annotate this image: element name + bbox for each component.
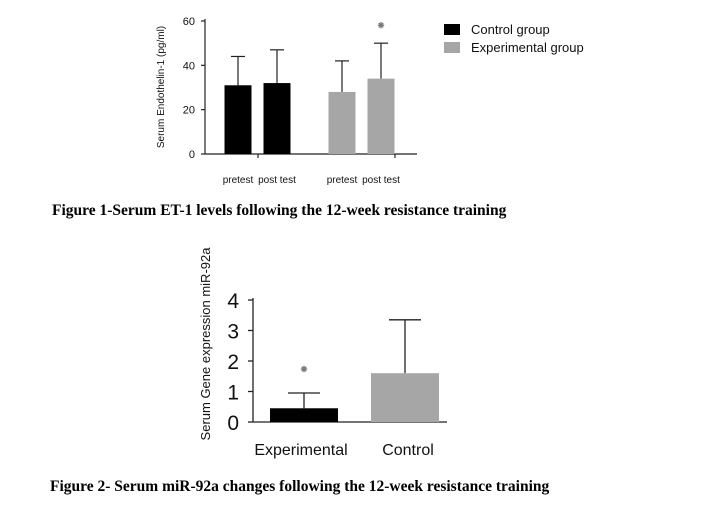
bar xyxy=(263,83,291,154)
significance-marker xyxy=(377,21,385,29)
chart-et1: 0 20 40 60 pretest post test pretest post test… xyxy=(156,16,584,186)
x-tick-label: post test xyxy=(258,175,296,186)
legend: Control group Experimental group xyxy=(444,22,584,55)
x-tick-label: pretest xyxy=(327,175,358,186)
y-tick-label: 4 xyxy=(227,290,239,313)
bars xyxy=(224,21,395,154)
y-axis: 0 1 2 3 4 xyxy=(227,290,254,435)
y-axis: 0 20 40 60 xyxy=(183,16,206,161)
bars xyxy=(270,319,439,422)
x-axis: pretest post test pretest post test xyxy=(205,153,417,186)
y-tick-label: 1 xyxy=(227,382,239,405)
y-axis-label: Serum Endothelin-1 (pg/ml) xyxy=(156,26,167,148)
y-tick-label: 20 xyxy=(183,105,195,117)
bar xyxy=(367,78,395,154)
x-tick-label: post test xyxy=(362,175,400,186)
bar xyxy=(371,373,439,422)
bar xyxy=(224,85,252,154)
bar xyxy=(270,408,338,422)
significance-marker-core xyxy=(379,23,383,27)
y-tick-label: 0 xyxy=(227,412,239,435)
y-tick-label: 40 xyxy=(183,60,195,72)
y-tick-label: 0 xyxy=(189,149,195,161)
legend-label: Experimental group xyxy=(471,40,584,55)
y-axis-label: Serum Gene expression miR-92a xyxy=(198,247,213,441)
legend-label: Control group xyxy=(471,22,550,37)
y-tick-label: 60 xyxy=(183,16,195,28)
legend-swatch xyxy=(444,42,460,53)
x-axis: Experimental Control xyxy=(253,421,447,459)
x-tick-label: Control xyxy=(382,442,434,459)
significance-marker-core xyxy=(302,367,306,371)
y-tick-label: 3 xyxy=(227,321,239,344)
x-tick-label: pretest xyxy=(223,175,254,186)
significance-marker xyxy=(300,365,308,373)
figure-2-caption: Figure 2- Serum miR-92a changes followin… xyxy=(50,478,550,495)
chart-mir92a: 0 1 2 3 4 Experimental Control Serum Gene exp… xyxy=(198,247,447,459)
figure-1-caption: Figure 1-Serum ET-1 levels following the… xyxy=(52,202,507,219)
bar xyxy=(328,91,356,154)
legend-swatch xyxy=(444,24,460,35)
x-tick-label: Experimental xyxy=(254,442,347,459)
y-tick-label: 2 xyxy=(227,351,239,374)
